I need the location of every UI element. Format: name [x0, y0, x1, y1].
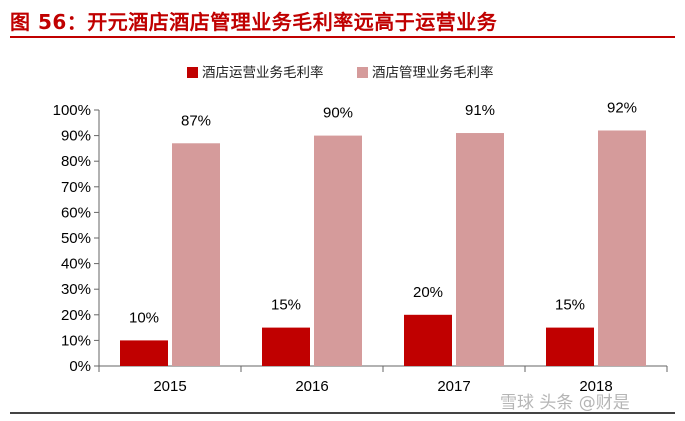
data-label-2-2015: 87% — [181, 112, 211, 129]
bottom-divider — [10, 412, 675, 414]
bar-1-2016 — [262, 327, 310, 366]
legend-label-2: 酒店管理业务毛利率 — [372, 64, 494, 81]
data-label-2-2018: 92% — [607, 99, 637, 116]
watermark: 雪球 头条 @财是 — [500, 393, 630, 413]
bar-1-2017 — [404, 314, 452, 366]
y-tick-label: 40% — [61, 256, 91, 273]
data-label-2-2017: 91% — [465, 102, 495, 119]
data-label-1-2018: 15% — [555, 297, 585, 314]
y-tick-label: 70% — [61, 179, 91, 196]
bar-1-2018 — [546, 327, 594, 366]
chart-title: 图 56：开元酒店酒店管理业务毛利率远高于运营业务 — [10, 10, 498, 34]
y-tick-label: 60% — [61, 204, 91, 221]
x-tick-label: 2015 — [153, 378, 186, 395]
data-label-1-2017: 20% — [413, 284, 443, 301]
title-underline — [10, 36, 675, 38]
bar-2-2018 — [598, 130, 646, 366]
data-label-2-2016: 90% — [323, 105, 353, 122]
y-tick-label: 100% — [53, 102, 91, 119]
legend-swatch-1 — [187, 67, 198, 78]
y-tick-label: 30% — [61, 281, 91, 298]
data-label-1-2015: 10% — [129, 309, 159, 326]
y-tick-label: 20% — [61, 307, 91, 324]
legend-label-1: 酒店运营业务毛利率 — [202, 64, 324, 81]
legend-swatch-2 — [357, 67, 368, 78]
y-tick-label: 10% — [61, 332, 91, 349]
bar-2-2017 — [456, 133, 504, 366]
data-label-1-2016: 15% — [271, 297, 301, 314]
y-tick-label: 90% — [61, 128, 91, 145]
x-tick-label: 2018 — [579, 378, 612, 395]
x-tick-label: 2017 — [437, 378, 470, 395]
x-tick-label: 2016 — [295, 378, 328, 395]
y-tick-label: 80% — [61, 153, 91, 170]
y-tick-label: 50% — [61, 230, 91, 247]
y-tick-label: 0% — [69, 358, 91, 375]
bar-2-2015 — [172, 143, 220, 366]
bar-2-2016 — [314, 135, 362, 366]
bar-1-2015 — [120, 340, 168, 366]
